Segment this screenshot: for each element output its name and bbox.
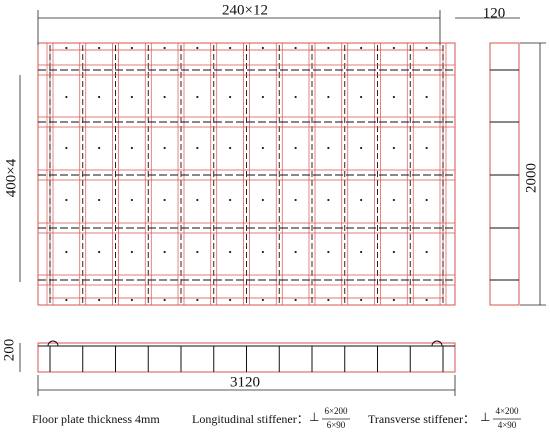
symbol: ⊥ (309, 410, 319, 424)
bolt-hole (130, 46, 133, 50)
bolt-hole (425, 46, 428, 50)
bolt-hole (261, 46, 264, 50)
bolt-hole (163, 95, 166, 99)
dim-label: 120 (483, 5, 506, 21)
bolt-hole (261, 95, 264, 99)
bolt-hole (294, 46, 297, 50)
bolt-hole (360, 298, 363, 302)
bolt-hole (229, 146, 232, 150)
bolt-hole (65, 146, 68, 150)
bolt-hole (65, 298, 68, 302)
bolt-hole (360, 146, 363, 150)
bolt-hole (130, 146, 133, 150)
bolt-hole (360, 46, 363, 50)
bolt-hole (196, 250, 199, 254)
symbol: ⊥ (480, 410, 490, 424)
fraction-bottom: 4×90 (498, 420, 517, 430)
bolt-hole (196, 198, 199, 202)
plan-view (37, 42, 456, 306)
bolt-hole (425, 95, 428, 99)
bolt-hole (360, 95, 363, 99)
caption: Transverse stiffener： (368, 412, 475, 426)
bolt-hole (360, 250, 363, 254)
bolt-hole (65, 250, 68, 254)
bolt-hole (65, 95, 68, 99)
bolt-hole (392, 298, 395, 302)
bolt-hole (392, 46, 395, 50)
bolt-hole (261, 198, 264, 202)
dim-label: 400×4 (3, 158, 19, 197)
fraction-top: 4×200 (495, 406, 519, 416)
bolt-hole (392, 95, 395, 99)
dim-label: 240×12 (222, 2, 268, 18)
bolt-hole (163, 146, 166, 150)
bolt-hole (98, 146, 101, 150)
bolt-hole (229, 298, 232, 302)
bolt-hole (425, 298, 428, 302)
bolt-hole (65, 198, 68, 202)
bolt-hole (130, 298, 133, 302)
bolt-hole (229, 46, 232, 50)
bolt-hole (425, 146, 428, 150)
bolt-hole (360, 198, 363, 202)
bolt-hole (98, 298, 101, 302)
caption: Floor plate thickness 4mm (32, 412, 160, 426)
bolt-hole (261, 146, 264, 150)
dim-label: 3120 (230, 374, 260, 390)
bolt-hole (294, 298, 297, 302)
bolt-hole (98, 198, 101, 202)
bolt-hole (196, 95, 199, 99)
bolt-hole (261, 250, 264, 254)
lifting-lug (47, 340, 59, 347)
dimensions (19, 10, 546, 396)
bolt-hole (130, 198, 133, 202)
bolt-hole (163, 46, 166, 50)
bolt-hole (196, 146, 199, 150)
bolt-hole (163, 250, 166, 254)
bolt-hole (327, 198, 330, 202)
bolt-hole (130, 250, 133, 254)
fraction-bottom: 6×90 (327, 420, 346, 430)
bolt-hole (425, 198, 428, 202)
bolt-hole (229, 198, 232, 202)
bolt-hole (327, 95, 330, 99)
bolt-hole (327, 46, 330, 50)
bolt-hole (392, 250, 395, 254)
bolt-hole (392, 198, 395, 202)
side-outline (489, 42, 520, 306)
bolt-hole (98, 95, 101, 99)
bolt-hole (294, 250, 297, 254)
bolt-hole (392, 146, 395, 150)
bolt-hole (294, 95, 297, 99)
bolt-hole (196, 46, 199, 50)
bolt-hole (294, 146, 297, 150)
dim-label: 2000 (523, 163, 539, 193)
bolt-hole (163, 298, 166, 302)
bolt-hole (425, 250, 428, 254)
bolt-hole (229, 250, 232, 254)
bolt-hole (65, 46, 68, 50)
dim-label: 200 (1, 339, 17, 362)
bolt-hole (327, 298, 330, 302)
bolt-hole (327, 146, 330, 150)
bolt-hole (130, 95, 133, 99)
bolt-hole (327, 250, 330, 254)
bolt-hole (294, 198, 297, 202)
fraction-top: 6×200 (324, 406, 348, 416)
caption: Longitudinal stiffener： (192, 412, 309, 426)
bolt-hole (229, 95, 232, 99)
lifting-lug (431, 340, 443, 347)
plate-outline (37, 42, 456, 306)
bolt-hole (98, 46, 101, 50)
bolt-hole (196, 298, 199, 302)
bolt-hole (261, 298, 264, 302)
bolt-hole (98, 250, 101, 254)
bolt-hole (163, 198, 166, 202)
